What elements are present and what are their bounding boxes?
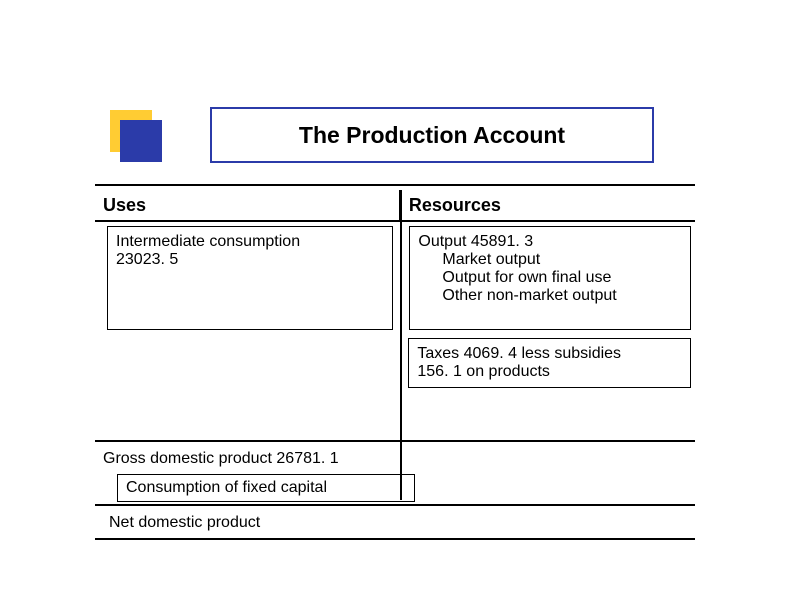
gdp-row: Gross domestic product 26781. 1 (95, 446, 695, 472)
cfc-bottom-rule (95, 504, 695, 506)
cell-gdp: Gross domestic product 26781. 1 (95, 446, 416, 472)
account-table: Uses Resources Intermediate consumption … (95, 190, 695, 392)
table-header-row: Uses Resources (95, 190, 695, 220)
cell-ndp: Net domestic product (95, 510, 428, 536)
spacer (418, 305, 682, 323)
deco-square-blue (120, 120, 162, 162)
final-rule (95, 538, 695, 540)
text-line: Taxes 4069. 4 less subsidies (417, 345, 682, 363)
cell-intermediate-consumption: Intermediate consumption 23023. 5 (107, 226, 393, 330)
header-uses: Uses (95, 190, 401, 220)
top-divider (95, 184, 695, 186)
cfc-row: Consumption of fixed capital (95, 474, 695, 502)
text-line: Intermediate consumption (116, 233, 384, 251)
cell-output: Output 45891. 3 Market output Output for… (409, 226, 691, 330)
table-row: Intermediate consumption 23023. 5 Output… (95, 222, 695, 334)
cell-empty (107, 338, 392, 388)
cell-cfc: Consumption of fixed capital (117, 474, 415, 502)
gdp-top-rule (95, 440, 695, 442)
slide: The Production Account Uses Resources In… (0, 0, 792, 612)
title-box: The Production Account (210, 107, 654, 163)
text-line: 23023. 5 (116, 251, 384, 269)
text-subline: Market output (418, 251, 682, 269)
table-row: Taxes 4069. 4 less subsidies 156. 1 on p… (95, 334, 695, 392)
slide-title: The Production Account (299, 122, 565, 149)
ndp-row: Net domestic product (95, 510, 695, 536)
text-line: Output 45891. 3 (418, 233, 682, 251)
header-resources: Resources (401, 190, 695, 220)
text-subline: Other non-market output (418, 287, 682, 305)
text-subline: Output for own final use (418, 269, 682, 287)
cell-taxes-subsidies: Taxes 4069. 4 less subsidies 156. 1 on p… (408, 338, 691, 388)
text-line: 156. 1 on products (417, 363, 682, 381)
